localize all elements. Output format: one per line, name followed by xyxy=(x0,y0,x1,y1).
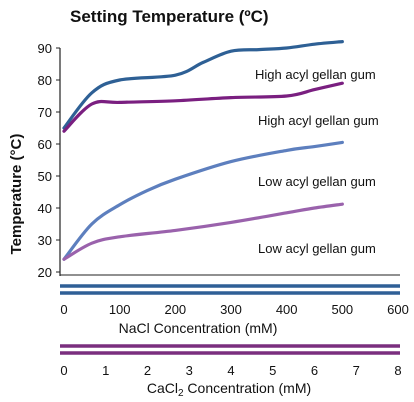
cacl-tick-label: 5 xyxy=(269,363,276,378)
y-tick-label: 70 xyxy=(38,105,52,120)
series-group: High acyl gellan gum High acyl gellan gum… xyxy=(62,40,379,261)
cacl-axis-label: CaCl2 Concentration (mM) xyxy=(147,380,311,399)
chart-title: Setting Temperature (ºC) xyxy=(70,7,269,26)
y-tick-label: 80 xyxy=(38,73,52,88)
y-tick-label: 90 xyxy=(38,41,52,56)
series-label-3: Low acyl gellan gum xyxy=(258,174,376,189)
series-line-2 xyxy=(62,81,344,133)
series-line-1 xyxy=(62,40,344,130)
cacl-tick-label: 2 xyxy=(144,363,151,378)
nacl-tick-label: 0 xyxy=(60,302,67,317)
cacl-tick-label: 4 xyxy=(227,363,234,378)
series-label-4: Low acyl gellan gum xyxy=(258,241,376,256)
nacl-tick-label: 200 xyxy=(164,302,186,317)
cacl-tick-label: 0 xyxy=(60,363,67,378)
nacl-tick-label: 300 xyxy=(220,302,242,317)
nacl-tick-label: 400 xyxy=(276,302,298,317)
nacl-axis: 0 100 200 300 400 500 600 NaCl Concentration (… xyxy=(60,284,409,336)
y-tick-label: 20 xyxy=(38,265,52,280)
series-label-1: High acyl gellan gum xyxy=(255,67,376,82)
series-line-3 xyxy=(62,140,344,261)
cacl-tick-label: 1 xyxy=(102,363,109,378)
y-tick-label: 60 xyxy=(38,137,52,152)
series-line-4 xyxy=(62,202,344,261)
cacl-axis: 0 1 2 3 4 5 6 7 8 CaCl2 Concentration (mM) xyxy=(60,344,402,399)
y-axis: 20 30 40 50 60 70 80 90 xyxy=(38,41,61,280)
y-axis-label: Temperature (°C) xyxy=(8,134,25,255)
cacl-tick-label: 6 xyxy=(311,363,318,378)
y-tick-label: 30 xyxy=(38,233,52,248)
cacl-tick-label: 8 xyxy=(394,363,401,378)
y-tick-label: 40 xyxy=(38,201,52,216)
nacl-tick-label: 500 xyxy=(331,302,353,317)
cacl-tick-label: 3 xyxy=(186,363,193,378)
cacl-tick-label: 7 xyxy=(353,363,360,378)
series-label-2: High acyl gellan gum xyxy=(258,113,379,128)
y-tick-label: 50 xyxy=(38,169,52,184)
nacl-tick-label: 600 xyxy=(387,302,409,317)
nacl-axis-label: NaCl Concentration (mM) xyxy=(119,320,278,336)
nacl-tick-label: 100 xyxy=(109,302,131,317)
